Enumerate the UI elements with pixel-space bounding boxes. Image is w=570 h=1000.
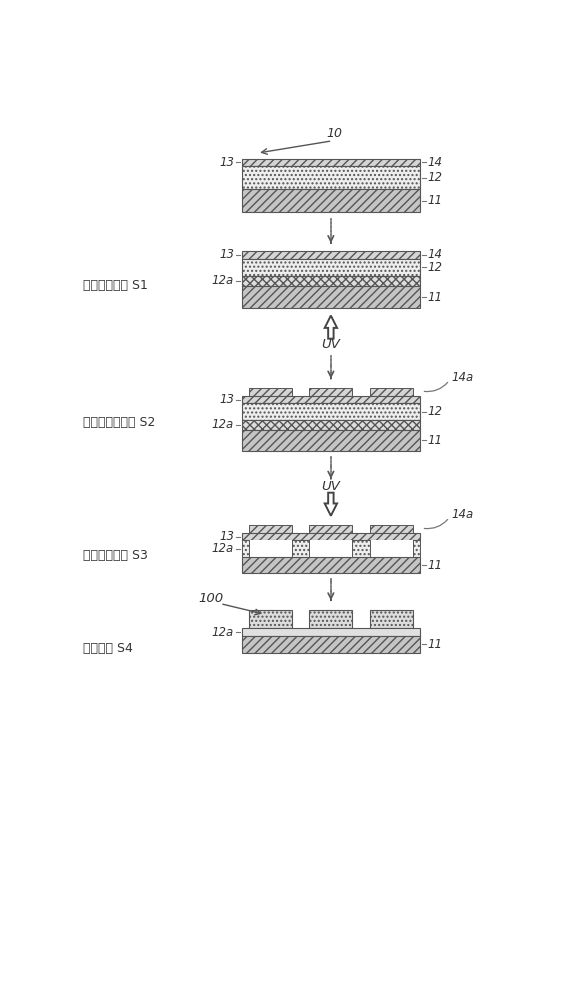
Text: 10: 10 [327, 127, 343, 140]
Bar [242, 259, 420, 276]
Text: 13: 13 [219, 156, 234, 169]
Bar [242, 286, 420, 308]
Bar [242, 189, 420, 212]
Bar [242, 636, 420, 653]
Bar [310, 388, 352, 396]
Bar [249, 388, 292, 396]
Text: 12: 12 [428, 171, 443, 184]
Text: 12a: 12a [211, 542, 234, 555]
Polygon shape [325, 316, 337, 339]
Text: 100: 100 [198, 592, 223, 605]
Bar [242, 403, 420, 420]
Bar [249, 525, 292, 533]
Bar [370, 540, 413, 557]
Text: 14a: 14a [451, 508, 473, 521]
Bar [249, 610, 292, 628]
Bar [310, 610, 352, 628]
Text: 显影工序 S4: 显影工序 S4 [83, 642, 133, 655]
Bar [242, 557, 420, 573]
Bar [242, 396, 420, 403]
Bar [242, 166, 420, 189]
Text: 13: 13 [219, 530, 234, 543]
Text: 12a: 12a [211, 626, 234, 639]
Text: 12: 12 [428, 405, 443, 418]
Bar [242, 276, 420, 286]
Bar [249, 540, 292, 557]
Text: 11: 11 [428, 194, 443, 207]
Text: 14a: 14a [451, 371, 473, 384]
Bar [242, 420, 420, 430]
Bar [310, 525, 352, 533]
Text: 14: 14 [428, 248, 443, 261]
Text: UV: UV [321, 480, 340, 493]
Bar [242, 540, 420, 557]
Polygon shape [325, 493, 337, 516]
Text: 12a: 12a [211, 274, 234, 287]
Text: 11: 11 [428, 291, 443, 304]
Bar [242, 628, 420, 636]
Text: 12a: 12a [211, 418, 234, 431]
Text: 13: 13 [219, 393, 234, 406]
Text: 背面曝光工序 S1: 背面曝光工序 S1 [83, 279, 148, 292]
Bar [370, 388, 413, 396]
Text: UV: UV [321, 338, 340, 351]
Bar [370, 525, 413, 533]
Text: 图案曝光工序 S3: 图案曝光工序 S3 [83, 549, 148, 562]
Bar [242, 158, 420, 166]
Text: 13: 13 [219, 248, 234, 261]
Text: 12: 12 [428, 261, 443, 274]
Text: 11: 11 [428, 638, 443, 651]
Text: 14: 14 [428, 156, 443, 169]
Text: 11: 11 [428, 559, 443, 572]
Bar [310, 540, 352, 557]
Bar [370, 610, 413, 628]
Bar [242, 430, 420, 451]
Bar [242, 533, 420, 540]
Text: 红外线照射工序 S2: 红外线照射工序 S2 [83, 416, 155, 429]
Bar [242, 251, 420, 259]
Text: 11: 11 [428, 434, 443, 447]
